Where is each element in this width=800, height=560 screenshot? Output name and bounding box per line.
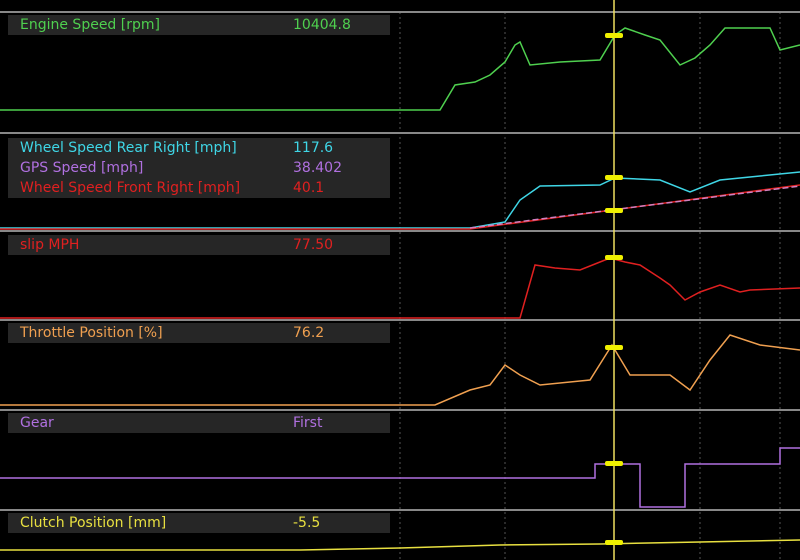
engine-speed-trace [0,27,800,111]
channel-value: 76.2 [293,325,325,341]
channel-label-box: Wheel Speed Rear Right [mph] 117.6 GPS Spe… [8,138,390,198]
channel-label-box: slip MPH 77.50 [8,235,390,255]
channel-name: Throttle Position [%] [20,325,163,341]
channel-row: Engine Speed [rpm] 10404.8 [8,15,390,35]
channel-value: -5.5 [293,515,321,531]
channel-value: 77.50 [293,237,334,253]
channel-value: 40.1 [293,180,325,196]
channel-label-box: Throttle Position [%] 76.2 [8,323,390,343]
wheel-speed-rear-trace [0,171,800,229]
channel-value: 38.402 [293,160,342,176]
channel-row: slip MPH 77.50 [8,235,390,255]
channel-label-box: Engine Speed [rpm] 10404.8 [8,15,390,35]
channel-name: Engine Speed [rpm] [20,17,160,33]
channel-value: 117.6 [293,140,334,156]
channel-name: Wheel Speed Rear Right [mph] [20,140,237,156]
cursor-markers [605,33,623,545]
channel-row: Gear First [8,413,390,433]
gear-trace [0,447,800,508]
channel-label-box: Gear First [8,413,390,433]
channel-value: 10404.8 [293,17,351,33]
clutch-trace [0,539,800,551]
channel-name: slip MPH [20,237,80,253]
channel-name: Clutch Position [mm] [20,515,167,531]
channel-name: Wheel Speed Front Right [mph] [20,180,241,196]
channel-row: Wheel Speed Rear Right [mph] 117.6 [8,138,390,158]
channel-row: GPS Speed [mph] 38.402 [8,158,390,178]
channel-row: Throttle Position [%] 76.2 [8,323,390,343]
throttle-trace [0,334,800,406]
gps-speed-trace [469,185,800,229]
slip-trace [0,257,800,319]
channel-name: Gear [20,415,54,431]
panel-separators [0,11,800,511]
channel-label-box: Clutch Position [mm] -5.5 [8,513,390,533]
channel-row: Wheel Speed Front Right [mph] 40.1 [8,178,390,198]
channel-name: GPS Speed [mph] [20,160,144,176]
channel-value: First [293,415,323,431]
channel-row: Clutch Position [mm] -5.5 [8,513,390,533]
grid [399,12,781,560]
